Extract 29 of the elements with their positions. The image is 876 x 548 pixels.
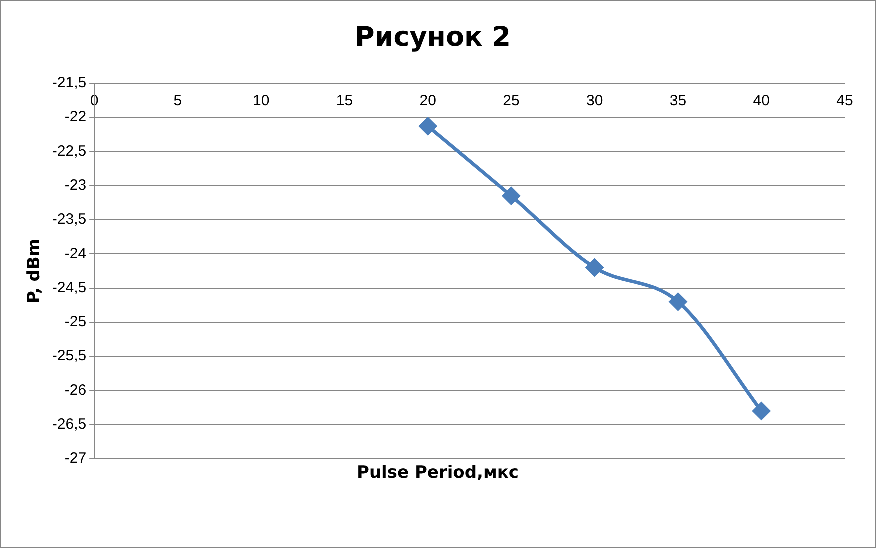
- point: [752, 402, 770, 420]
- x-tick-label: 45: [836, 92, 854, 110]
- y-tick-label: -21,5: [52, 74, 87, 92]
- point: [502, 187, 520, 205]
- x-tick-label: 20: [420, 92, 436, 110]
- x-tick-label: 5: [174, 92, 182, 110]
- y-tick-label: -24: [64, 245, 87, 262]
- y-axis-title: P, dBm: [24, 238, 45, 304]
- x-tick-label: 10: [253, 92, 270, 110]
- y-tick-label: -26: [64, 382, 87, 399]
- x-tick-label: 40: [753, 92, 770, 110]
- y-tick-label: -23,5: [52, 211, 87, 228]
- y-tick-label: -26,5: [52, 416, 87, 433]
- y-tick-label: -27: [64, 450, 87, 468]
- x-axis-title: Pulse Period,мкс: [357, 463, 519, 483]
- y-tick-label: -25,5: [52, 348, 87, 365]
- point: [586, 259, 604, 277]
- y-tick-label: -23: [64, 176, 87, 194]
- y-tick-label: -22,5: [52, 142, 87, 160]
- y-tick-label: -25: [64, 314, 87, 331]
- y-tick-label: -24,5: [52, 279, 87, 296]
- point: [419, 118, 437, 136]
- y-tick-label: -22: [64, 108, 87, 126]
- x-tick-label: 30: [586, 92, 604, 110]
- chart-title: Рисунок 2: [354, 22, 512, 54]
- x-tick-label: 15: [336, 92, 354, 110]
- x-tick-label: 25: [503, 92, 520, 110]
- point: [669, 293, 687, 311]
- x-tick-label: 35: [670, 92, 687, 110]
